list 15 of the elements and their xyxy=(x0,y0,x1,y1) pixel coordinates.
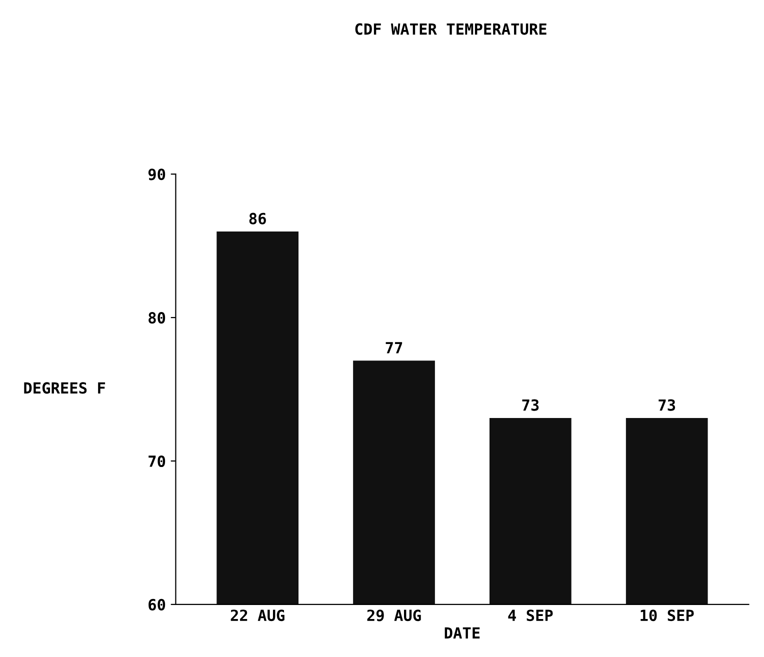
y-tick-label: 90 xyxy=(148,168,166,180)
x-tick-label: 22 AUG xyxy=(230,610,284,622)
data-label: 73 xyxy=(522,399,539,411)
chart-title: CDF WATER TEMPERATURE xyxy=(355,23,546,35)
x-tick-label: 10 SEP xyxy=(640,610,694,622)
x-axis-title: DATE xyxy=(444,627,480,638)
y-tick-label: 70 xyxy=(148,455,166,468)
data-label: 86 xyxy=(249,212,266,224)
y-tick-label: 60 xyxy=(148,598,166,610)
x-tick-label: 29 AUG xyxy=(367,610,421,622)
data-label: 73 xyxy=(658,399,676,411)
y-axis-title: DEGREES F xyxy=(24,382,106,394)
y-tick-label: 80 xyxy=(148,312,166,324)
x-tick-label: 4 SEP xyxy=(508,610,553,622)
data-label: 77 xyxy=(386,342,402,354)
